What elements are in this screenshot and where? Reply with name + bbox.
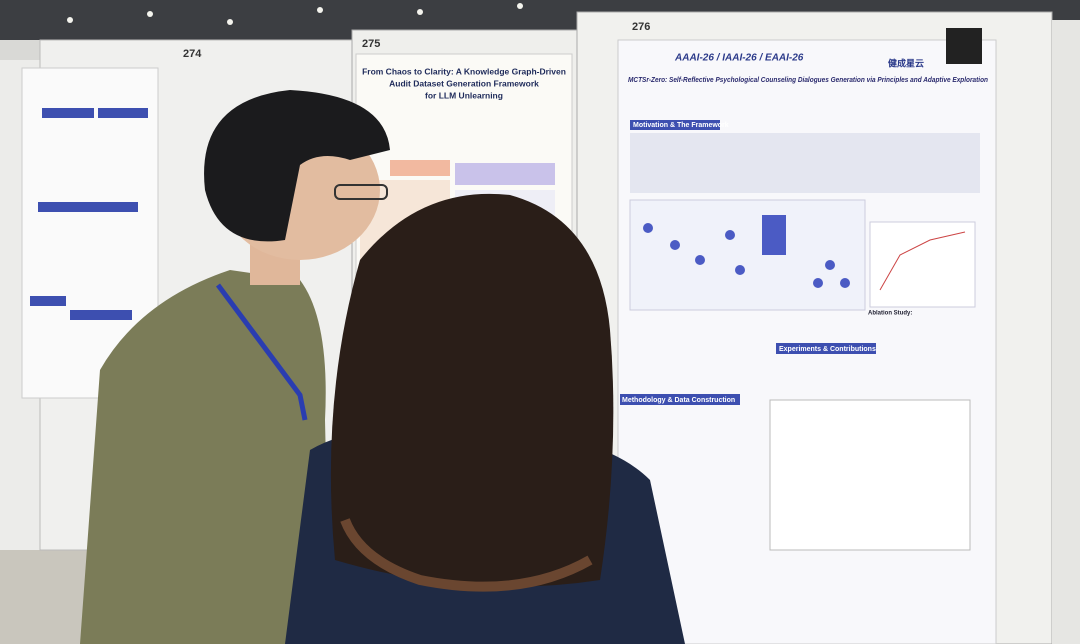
framework-diagram: [629, 199, 866, 311]
man-hair: [204, 90, 390, 242]
hair-highlight: [340, 518, 593, 592]
sponsor-logo: 健成星云: [888, 57, 924, 68]
glasses: [334, 184, 388, 200]
section-header: [776, 343, 876, 354]
board-number: 276: [632, 21, 650, 33]
section-title: Experiments & Contributions: [779, 346, 876, 353]
board-right: [1052, 20, 1080, 644]
section-body: [630, 133, 980, 193]
qr-code: [946, 28, 982, 64]
poster-274-headers: [30, 108, 148, 320]
woman-hair: [330, 193, 614, 587]
ceiling-lights: [67, 3, 523, 25]
ablation-line: [879, 231, 966, 291]
ablation-chart: [869, 221, 976, 308]
poster-title: MCTSr-Zero: Self-Reflective Psychologica…: [628, 77, 988, 84]
section-header: [620, 394, 740, 405]
board-number: 274: [183, 48, 202, 60]
section-title: Motivation & The Framework: [633, 122, 729, 129]
conference-name: AAAI-26 / IAAI-26 / EAAI-26: [674, 53, 804, 64]
poster-276: [617, 39, 997, 644]
results-table: [769, 399, 971, 551]
lanyard: [215, 283, 308, 421]
section-header: [630, 120, 720, 130]
board-number: 275: [362, 38, 380, 50]
poster-title: From Chaos to Clarity: A Knowledge Graph…: [362, 66, 566, 76]
man-shirt: [80, 270, 330, 644]
poster-title: for LLM Unlearning: [425, 90, 503, 100]
diagram-nodes: [643, 215, 850, 288]
section-title: Methodology & Data Construction: [622, 397, 735, 404]
poster-title: Audit Dataset Generation Framework: [389, 78, 539, 88]
ablation-title: Ablation Study:: [868, 311, 912, 317]
